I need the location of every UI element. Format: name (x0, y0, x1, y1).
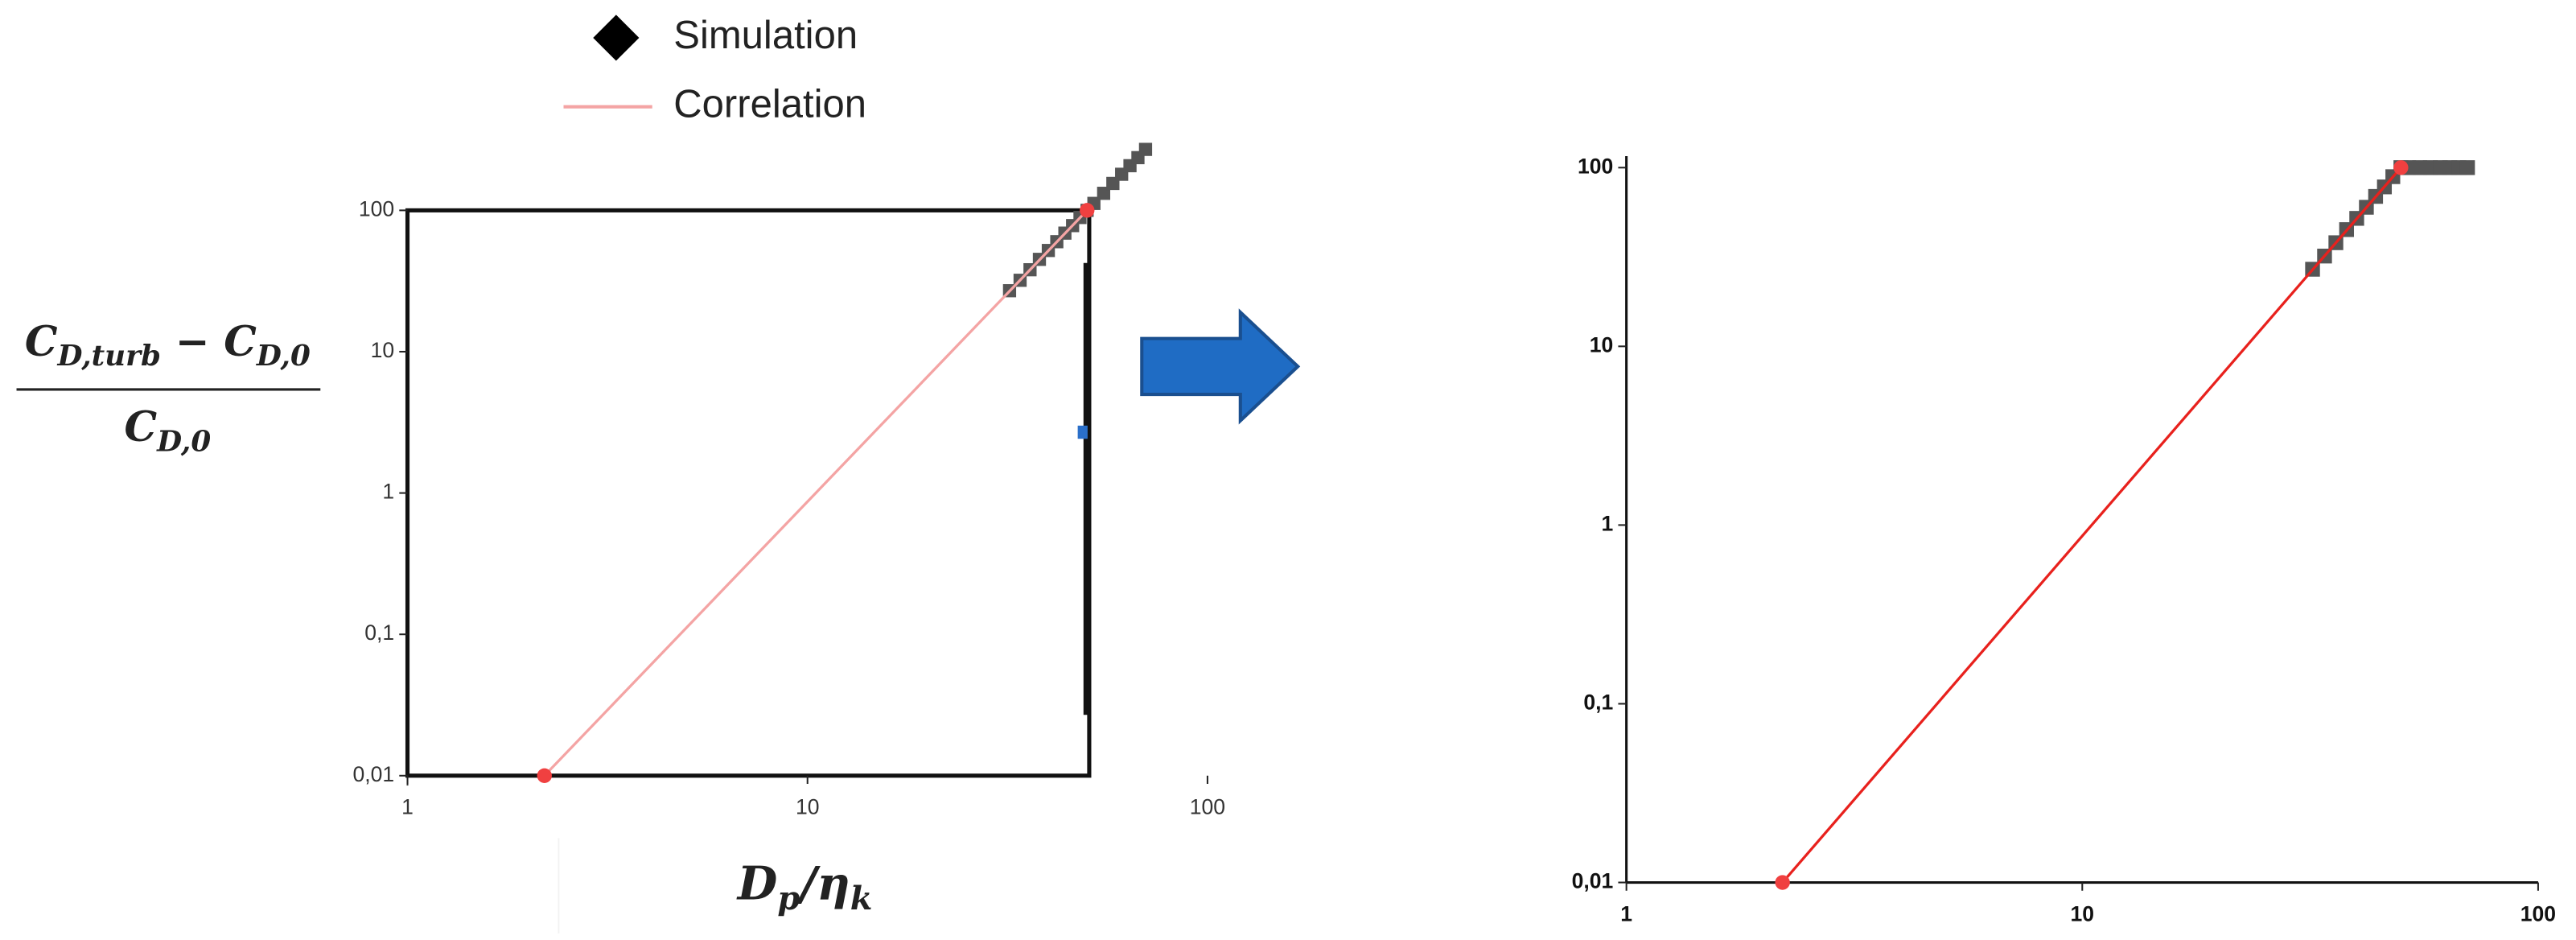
y-tick-label: 100 (1578, 154, 1613, 178)
artifact-marker (1077, 425, 1088, 439)
correlation-line (543, 209, 1088, 777)
plot-frame (405, 208, 1092, 778)
subscript: D,0 (156, 424, 211, 458)
subscript: D,0 (256, 339, 311, 373)
x-tick-label: 10 (796, 795, 820, 819)
axis-label: Dp/ηk (736, 857, 873, 917)
label-part: C (25, 318, 58, 366)
arrow (1140, 308, 1301, 425)
axis-label: CD,turb − CD,0 (25, 318, 311, 373)
subscript: p (777, 880, 800, 917)
y-tick-label: 0,1 (364, 620, 394, 645)
y-tick-label: 100 (359, 196, 394, 221)
y-tick-label: 10 (371, 338, 395, 362)
sim-point (2459, 160, 2475, 175)
y-tick-label: 0,01 (1572, 869, 1614, 893)
y-tick-label: 0,01 (353, 762, 395, 786)
end-point (2393, 160, 2409, 175)
label-part: − C (161, 318, 257, 366)
y-tick-label: 1 (382, 480, 394, 504)
x-tick-label: 10 (2071, 901, 2095, 926)
end-point (1080, 203, 1095, 218)
x-tick-label: 100 (1190, 795, 1225, 819)
subscript: k (850, 880, 873, 917)
x-tick-label: 100 (2520, 901, 2556, 926)
y-tick-label: 0,1 (1583, 690, 1613, 714)
y-tick-label: 10 (1590, 332, 1614, 357)
legend-label: Simulation (673, 14, 858, 57)
label-part: D (736, 857, 778, 911)
label-part: C (125, 403, 158, 451)
y-tick-label: 1 (1602, 511, 1614, 535)
legend-label: Correlation (673, 83, 866, 126)
subscript: D,turb (57, 339, 161, 373)
axis-label: CD,0 (125, 403, 212, 458)
legend-swatch (593, 14, 640, 61)
x-tick-label: 1 (1620, 901, 1632, 926)
correlation-line (1781, 167, 2402, 884)
label-part: /η (796, 857, 850, 911)
end-point (1775, 875, 1790, 890)
end-point (537, 768, 552, 783)
x-tick-label: 1 (401, 795, 414, 819)
sim-point (1138, 142, 1153, 156)
